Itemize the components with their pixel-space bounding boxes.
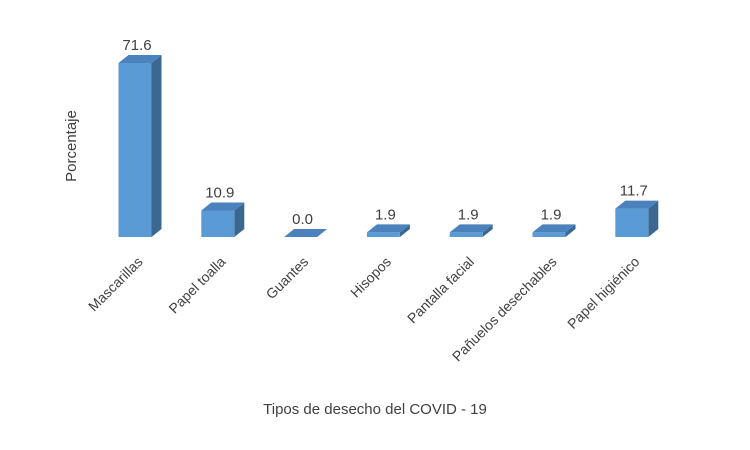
bar-front xyxy=(532,232,566,237)
bar xyxy=(118,55,162,237)
bar-side xyxy=(399,224,410,237)
data-label: 0.0 xyxy=(292,211,313,228)
x-tick-label: Hisopos xyxy=(347,253,394,300)
y-axis-title: Porcentaje xyxy=(63,110,80,182)
x-tick-label: Pantalla facial xyxy=(404,253,477,326)
bar-front xyxy=(201,210,235,237)
bar-side xyxy=(648,200,659,237)
bar-top xyxy=(532,224,576,233)
data-label: 1.9 xyxy=(375,206,396,223)
bar xyxy=(615,200,659,237)
bar-top xyxy=(449,224,493,233)
data-label: 10.9 xyxy=(205,184,234,201)
x-axis-title: Tipos de desecho del COVID - 19 xyxy=(263,401,487,418)
x-tick-label: Papel toalla xyxy=(165,253,228,316)
bar xyxy=(201,202,245,237)
data-label: 71.6 xyxy=(122,37,151,54)
bar-side xyxy=(565,224,576,237)
bar xyxy=(284,229,328,237)
data-label: 1.9 xyxy=(541,206,562,223)
bar-front xyxy=(449,232,483,237)
bar-top xyxy=(366,224,410,233)
bar-front xyxy=(118,63,152,237)
bar-front xyxy=(615,208,649,237)
bar xyxy=(532,224,576,237)
bar-top xyxy=(201,202,245,211)
bar xyxy=(449,224,493,237)
bar xyxy=(366,224,410,237)
bar-top xyxy=(118,55,162,63)
bar-top xyxy=(615,200,659,209)
bar-side xyxy=(151,55,162,237)
data-label: 11.7 xyxy=(620,183,648,200)
bar-side xyxy=(234,202,245,237)
data-label: 1.9 xyxy=(458,206,479,223)
bar-side xyxy=(482,224,493,237)
bar-top xyxy=(284,229,328,237)
bar-front xyxy=(366,232,400,237)
x-tick-label: Papel higiénico xyxy=(564,253,643,332)
x-tick-label: Mascarillas xyxy=(85,253,146,314)
x-tick-label: Guantes xyxy=(263,253,312,302)
